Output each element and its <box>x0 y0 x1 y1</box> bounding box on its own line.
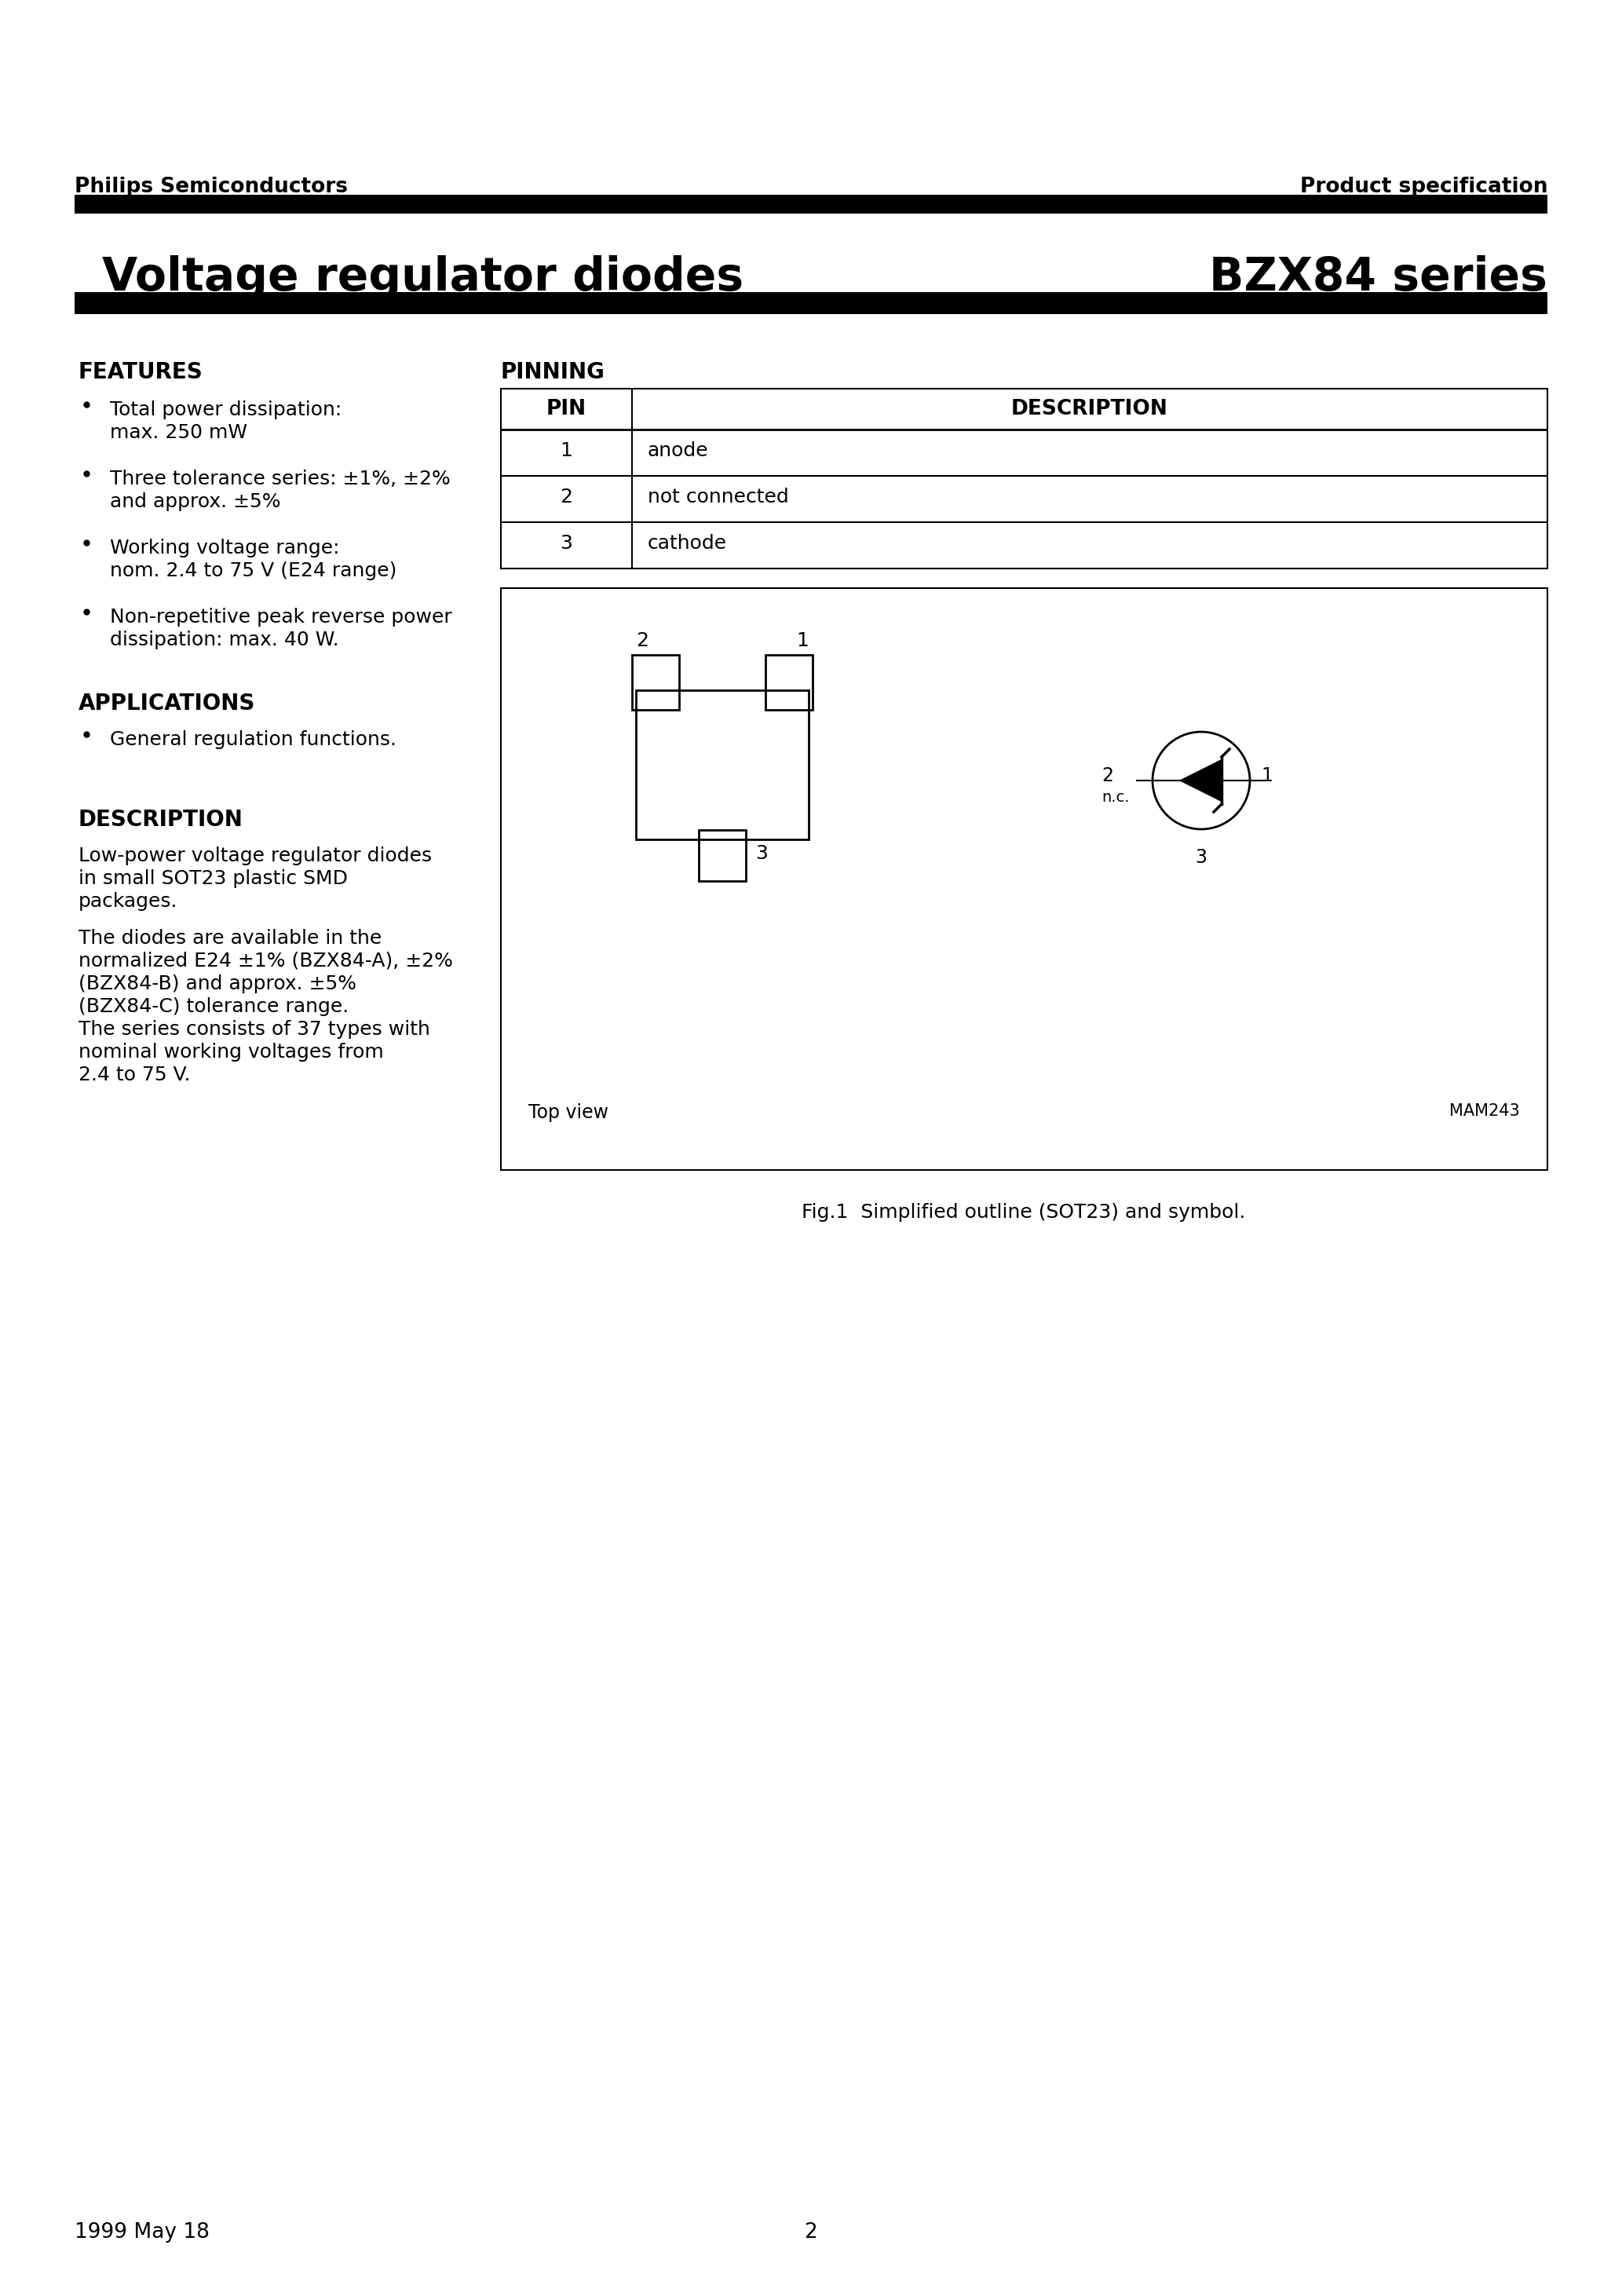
Text: n.c.: n.c. <box>1101 790 1129 806</box>
Text: 3: 3 <box>1195 847 1207 868</box>
Text: 1: 1 <box>796 631 809 650</box>
Text: Non-repetitive peak reverse power: Non-repetitive peak reverse power <box>110 608 453 627</box>
Text: max. 250 mW: max. 250 mW <box>110 422 248 443</box>
Text: Total power dissipation:: Total power dissipation: <box>110 400 342 420</box>
Polygon shape <box>1181 760 1221 801</box>
Text: General regulation functions.: General regulation functions. <box>110 730 396 748</box>
Text: DESCRIPTION: DESCRIPTION <box>1011 400 1168 420</box>
Bar <box>75 292 1547 315</box>
Text: The diodes are available in the: The diodes are available in the <box>78 930 381 948</box>
Text: Product specification: Product specification <box>1299 177 1547 197</box>
Text: not connected: not connected <box>647 487 788 507</box>
Text: Low-power voltage regulator diodes: Low-power voltage regulator diodes <box>78 847 431 866</box>
Bar <box>501 588 1547 1171</box>
Bar <box>633 654 680 709</box>
Text: 2.4 to 75 V.: 2.4 to 75 V. <box>78 1065 190 1084</box>
Text: cathode: cathode <box>647 535 727 553</box>
Text: and approx. ±5%: and approx. ±5% <box>110 491 281 512</box>
Text: APPLICATIONS: APPLICATIONS <box>78 693 255 714</box>
Text: Three tolerance series: ±1%, ±2%: Three tolerance series: ±1%, ±2% <box>110 471 451 489</box>
Text: packages.: packages. <box>78 893 178 912</box>
Bar <box>699 829 746 882</box>
Text: 2: 2 <box>805 2223 817 2243</box>
Text: FEATURES: FEATURES <box>78 360 203 383</box>
Text: Top view: Top view <box>529 1104 608 1123</box>
Text: nom. 2.4 to 75 V (E24 range): nom. 2.4 to 75 V (E24 range) <box>110 563 397 581</box>
Bar <box>501 388 1547 569</box>
Bar <box>636 691 809 840</box>
Text: Voltage regulator diodes: Voltage regulator diodes <box>102 255 743 301</box>
Text: (BZX84-B) and approx. ±5%: (BZX84-B) and approx. ±5% <box>78 974 357 994</box>
Text: PIN: PIN <box>547 400 587 420</box>
Bar <box>766 654 813 709</box>
Text: 1: 1 <box>560 441 573 459</box>
Text: DESCRIPTION: DESCRIPTION <box>78 808 243 831</box>
Text: normalized E24 ±1% (BZX84-A), ±2%: normalized E24 ±1% (BZX84-A), ±2% <box>78 953 453 971</box>
Text: The series consists of 37 types with: The series consists of 37 types with <box>78 1019 430 1038</box>
Text: in small SOT23 plastic SMD: in small SOT23 plastic SMD <box>78 870 347 889</box>
Bar <box>75 195 1547 214</box>
Text: nominal working voltages from: nominal working voltages from <box>78 1042 384 1061</box>
Text: 3: 3 <box>756 845 767 863</box>
Text: 3: 3 <box>560 535 573 553</box>
Text: dissipation: max. 40 W.: dissipation: max. 40 W. <box>110 631 339 650</box>
Text: 1: 1 <box>1260 767 1273 785</box>
Text: Philips Semiconductors: Philips Semiconductors <box>75 177 347 197</box>
Text: Working voltage range:: Working voltage range: <box>110 540 339 558</box>
Text: anode: anode <box>647 441 709 459</box>
Text: 2: 2 <box>636 631 649 650</box>
Text: PINNING: PINNING <box>501 360 605 383</box>
Text: 1999 May 18: 1999 May 18 <box>75 2223 209 2243</box>
Text: BZX84 series: BZX84 series <box>1208 255 1547 301</box>
Text: MAM243: MAM243 <box>1450 1104 1520 1118</box>
Text: 2: 2 <box>560 487 573 507</box>
Text: (BZX84-C) tolerance range.: (BZX84-C) tolerance range. <box>78 996 349 1017</box>
Text: 2: 2 <box>1101 767 1113 785</box>
Text: Fig.1  Simplified outline (SOT23) and symbol.: Fig.1 Simplified outline (SOT23) and sym… <box>801 1203 1246 1221</box>
